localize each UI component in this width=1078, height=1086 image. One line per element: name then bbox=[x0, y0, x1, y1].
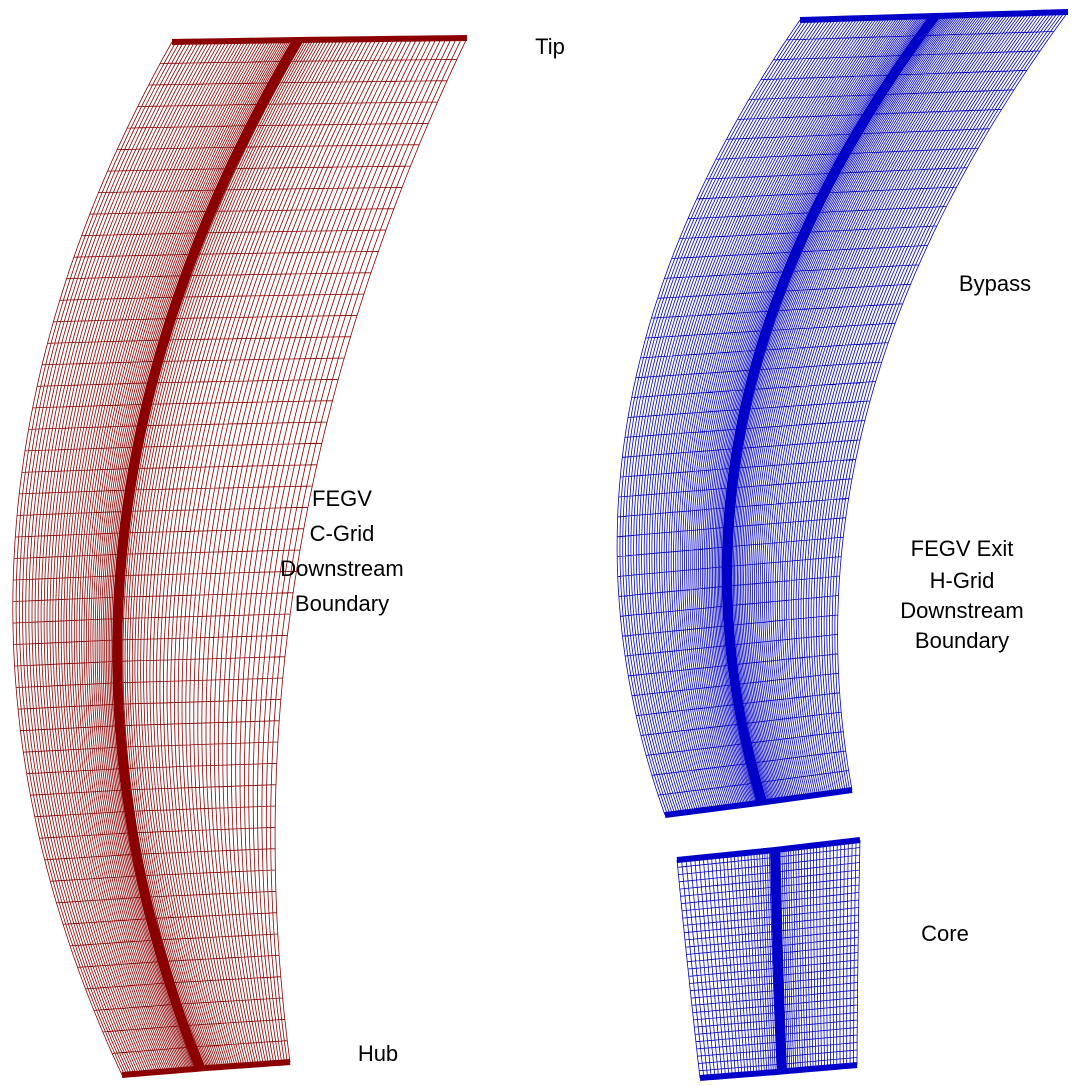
mesh-edge bbox=[172, 38, 467, 42]
h-grid-label: Boundary bbox=[915, 628, 1009, 653]
mesh-edge bbox=[677, 840, 860, 860]
c-grid-label: Downstream bbox=[280, 556, 403, 581]
c-grid-label: Boundary bbox=[295, 591, 389, 616]
c-grid-label: C-Grid bbox=[310, 521, 375, 546]
bypass-label: Bypass bbox=[959, 271, 1031, 296]
core-label: Core bbox=[921, 921, 969, 946]
mesh-lines bbox=[677, 840, 860, 1078]
tip-label: Tip bbox=[535, 34, 565, 59]
mesh-lines bbox=[617, 12, 1068, 815]
h-grid-label: H-Grid bbox=[930, 568, 995, 593]
mesh-diagram: Tip FEGV C-Grid Downstream Boundary Bypa… bbox=[0, 0, 1078, 1086]
hub-label: Hub bbox=[358, 1041, 398, 1066]
h-grid-label: FEGV Exit bbox=[911, 536, 1014, 561]
mesh-edge bbox=[122, 1062, 290, 1075]
c-grid-label: FEGV bbox=[312, 486, 372, 511]
h-grid-label: Downstream bbox=[900, 598, 1023, 623]
